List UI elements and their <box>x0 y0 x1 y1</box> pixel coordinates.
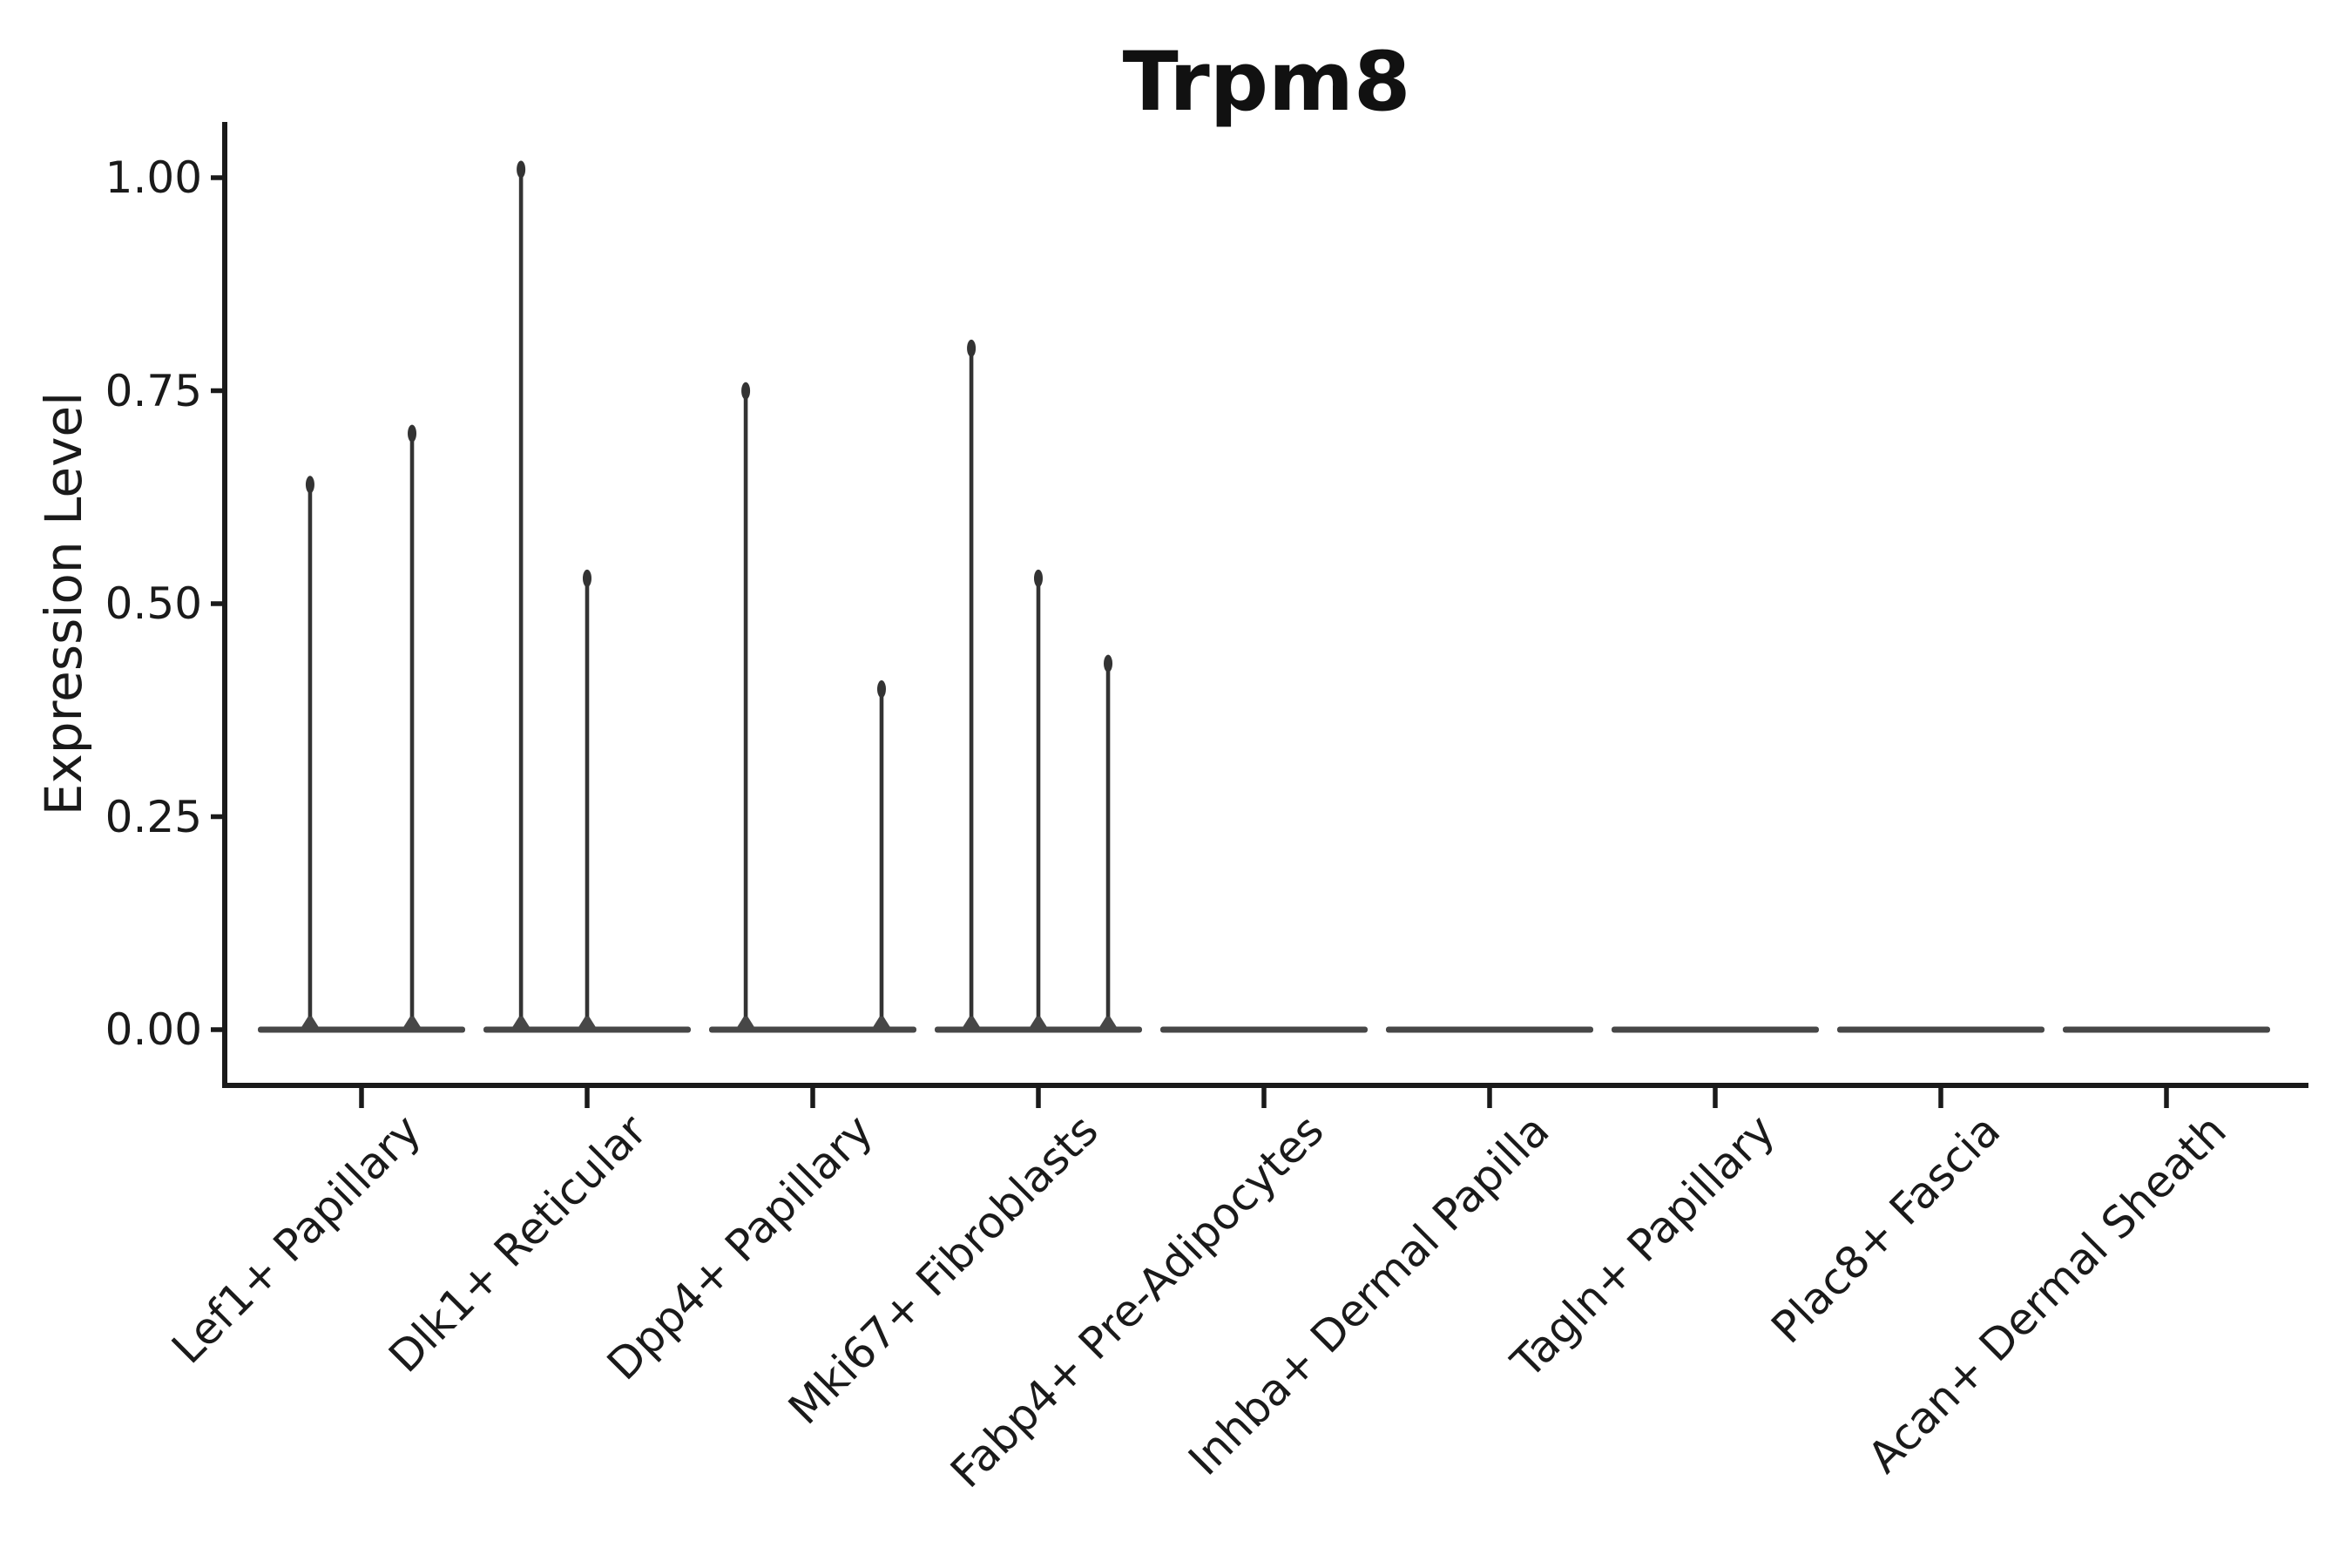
violin-spike-tip <box>876 680 886 699</box>
violin-spike-tip <box>1034 569 1043 587</box>
violin-baseline-bar <box>1837 1026 2044 1033</box>
violin-baseline-bar <box>258 1026 465 1033</box>
violin-spike-foot <box>401 1017 424 1031</box>
y-tick-label: 0.00 <box>105 1004 202 1055</box>
y-tick-label: 0.25 <box>105 791 202 842</box>
violin-spike-tip <box>967 339 977 357</box>
violin-spike-tip <box>408 424 417 443</box>
violin-baseline-bar <box>1612 1026 1819 1033</box>
violin-spike-foot <box>869 1017 893 1031</box>
violin-baseline-bar <box>2063 1026 2270 1033</box>
violin-spike-tip <box>305 476 314 494</box>
violin-spike-foot <box>734 1017 758 1031</box>
y-tick-label: 0.75 <box>105 365 202 416</box>
violin-spike-tip <box>1104 654 1113 672</box>
violin-spike-tip <box>517 160 526 179</box>
violin-spike <box>308 483 313 1030</box>
violin-spike <box>1036 576 1041 1030</box>
violin-spike-foot <box>510 1017 533 1031</box>
violin-baseline-bar <box>1386 1026 1593 1033</box>
violin-spike <box>585 576 590 1030</box>
violin-baseline-bar <box>709 1026 916 1033</box>
violin-spike <box>969 346 974 1030</box>
violin-spike-foot <box>1097 1017 1120 1031</box>
y-tick-label: 1.00 <box>105 152 202 203</box>
violin-spike <box>1105 661 1111 1030</box>
violin-spike <box>879 687 884 1030</box>
y-tick-label: 0.50 <box>105 578 202 629</box>
violin-spike-tip <box>583 569 591 587</box>
violin-spike-foot <box>1027 1017 1050 1031</box>
violin-spike-tip <box>741 382 751 400</box>
violin-spike <box>743 389 748 1031</box>
violin-baseline-bar <box>1160 1026 1368 1033</box>
violin-spike-foot <box>298 1017 321 1031</box>
chart-title: Trpm8 <box>1122 35 1411 130</box>
violin-spike-foot <box>576 1017 598 1031</box>
violin-spike <box>409 431 415 1030</box>
violin-spike <box>518 167 524 1030</box>
violin-spike-foot <box>960 1017 983 1031</box>
